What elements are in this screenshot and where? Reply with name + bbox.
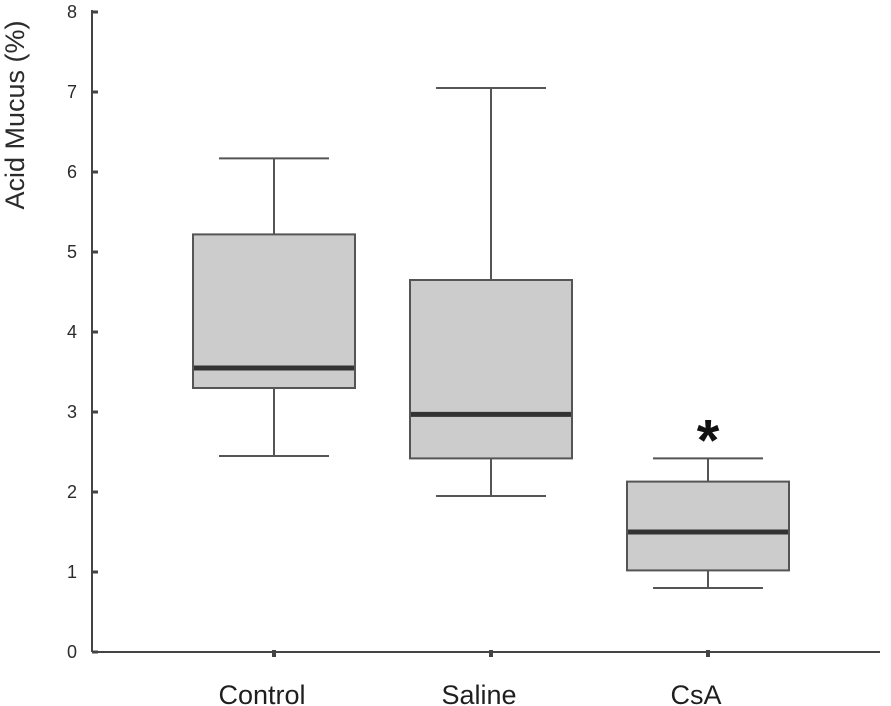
significance-asterisk: * xyxy=(697,408,720,473)
box-control xyxy=(192,157,356,457)
y-tick-label: 4 xyxy=(67,322,77,342)
y-tick-label: 2 xyxy=(67,482,77,502)
y-axis: 0 1 2 3 4 5 6 7 8 xyxy=(67,2,98,662)
box-csa: * xyxy=(626,408,790,589)
iqr-box xyxy=(409,279,573,460)
box-saline xyxy=(409,87,573,497)
y-tick-label: 5 xyxy=(67,242,77,262)
y-tick-label: 6 xyxy=(67,162,77,182)
iqr-box xyxy=(192,233,356,389)
x-axis: Control Saline CsA xyxy=(92,650,880,706)
x-tick-label: CsA xyxy=(670,680,721,706)
y-tick-label: 0 xyxy=(67,642,77,662)
y-axis-title: Acid Mucus (%) xyxy=(0,20,30,209)
x-tick-label: Saline xyxy=(441,680,516,706)
iqr-box xyxy=(626,480,790,572)
y-tick-label: 8 xyxy=(67,2,77,22)
x-tick-label: Control xyxy=(218,680,305,706)
y-tick-label: 7 xyxy=(67,82,77,102)
y-tick-label: 3 xyxy=(67,402,77,422)
y-tick-label: 1 xyxy=(67,562,77,582)
boxes: * xyxy=(192,87,790,589)
